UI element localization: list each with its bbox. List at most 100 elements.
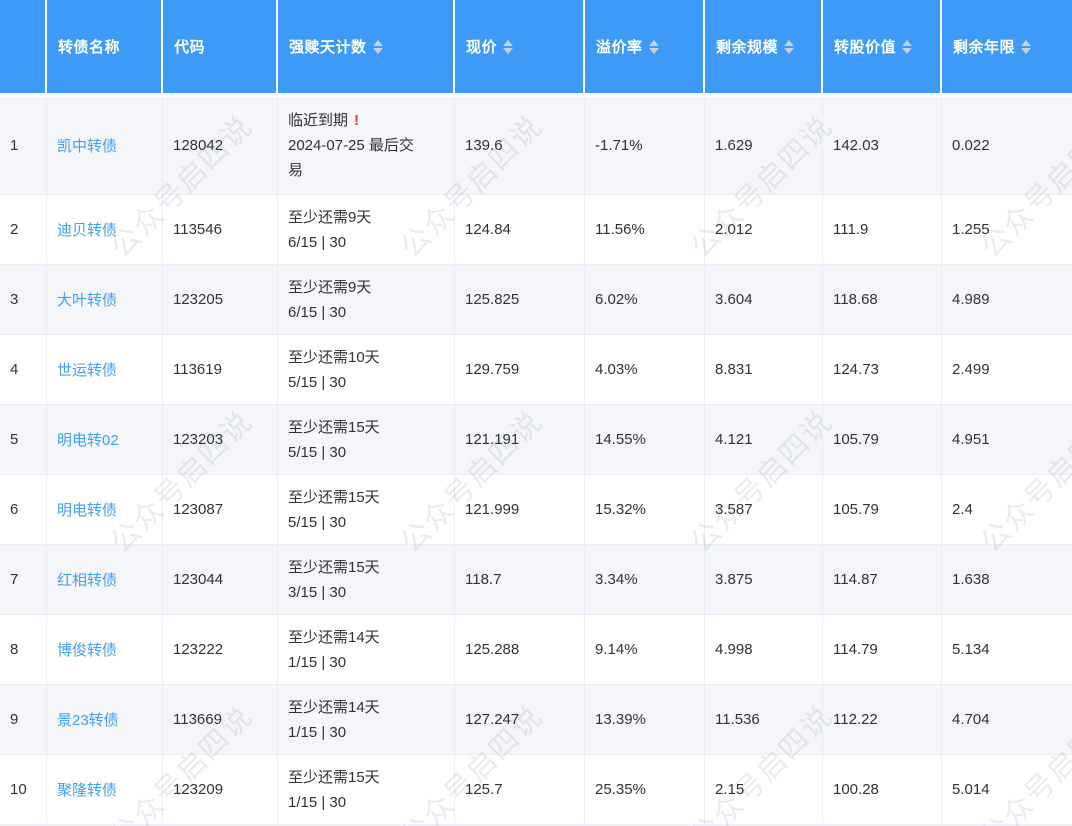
cell-redeem-count: 至少还需15天 5/15 | 30 xyxy=(278,475,455,544)
redeem-status: 至少还需9天 xyxy=(288,208,372,226)
row-index: 3 xyxy=(0,265,47,334)
row-index: 7 xyxy=(0,545,47,614)
sort-caret-icon[interactable] xyxy=(648,39,659,54)
cell-bond-name: 明电转02 xyxy=(47,405,163,474)
bond-name-link[interactable]: 明电转债 xyxy=(57,502,118,519)
cell-bond-code: 123087 xyxy=(163,475,278,544)
cell-conversion-value: 114.79 xyxy=(823,615,942,684)
column-header-value[interactable]: 转股价值 xyxy=(823,0,942,93)
bond-name-link[interactable]: 世运转债 xyxy=(57,362,118,379)
cell-conversion-value: 112.22 xyxy=(823,685,942,754)
cell-bond-code: 113669 xyxy=(163,685,278,754)
cell-price: 121.191 xyxy=(455,405,585,474)
sort-caret-icon[interactable] xyxy=(784,39,795,54)
cell-premium: 3.34% xyxy=(585,545,705,614)
bond-name-link[interactable]: 明电转02 xyxy=(57,432,119,449)
redeem-status: 至少还需15天 xyxy=(288,488,380,506)
cell-redeem-count: 至少还需15天 3/15 | 30 xyxy=(278,545,455,614)
column-header-premium[interactable]: 溢价率 xyxy=(585,0,705,93)
sort-caret-icon[interactable] xyxy=(372,39,383,54)
bond-name-link[interactable]: 红相转债 xyxy=(57,572,118,589)
cell-conversion-value: 111.9 xyxy=(823,195,942,264)
column-header-years-label: 剩余年限 xyxy=(953,39,1016,56)
redeem-detail: 6/15 | 30 xyxy=(288,303,347,321)
cell-size: 1.629 xyxy=(705,97,823,194)
cell-years: 5.014 xyxy=(952,781,990,798)
cell-premium: 15.32% xyxy=(585,475,705,544)
cell-redeem-count: 至少还需10天 5/15 | 30 xyxy=(278,335,455,404)
cell-bond-name: 博俊转债 xyxy=(47,615,163,684)
cell-conversion-value: 105.79 xyxy=(823,405,942,474)
row-index: 10 xyxy=(0,755,47,824)
table-row: 9 景23转债 113669 至少还需14天 1/15 | 30 127.247… xyxy=(0,685,1072,755)
cell-premium: 6.02% xyxy=(585,265,705,334)
column-header-value-label: 转股价值 xyxy=(834,39,897,56)
redeem-status: 至少还需14天 xyxy=(288,698,380,716)
cell-premium: 13.39% xyxy=(585,685,705,754)
cell-bond-name: 大叶转债 xyxy=(47,265,163,334)
bond-name-link[interactable]: 博俊转债 xyxy=(57,642,118,659)
cell-years: 2.499 xyxy=(952,361,990,378)
cell-bond-code: 113619 xyxy=(163,335,278,404)
redeem-detail: 5/15 | 30 xyxy=(288,443,347,461)
cell-years: 5.134 xyxy=(952,641,990,658)
table-row: 8 博俊转债 123222 至少还需14天 1/15 | 30 125.288 … xyxy=(0,615,1072,685)
cell-size: 4.998 xyxy=(705,615,823,684)
cell-price: 125.288 xyxy=(455,615,585,684)
caret-down-icon xyxy=(648,47,659,54)
redeem-status: 至少还需15天 xyxy=(288,768,380,786)
cell-bond-name: 聚隆转债 xyxy=(47,755,163,824)
column-header-price[interactable]: 现价 xyxy=(455,0,585,93)
bond-name-link[interactable]: 凯中转债 xyxy=(57,138,118,155)
cell-conversion-value: 105.79 xyxy=(823,475,942,544)
table-row: 2 迪贝转债 113546 至少还需9天 6/15 | 30 124.84 11… xyxy=(0,195,1072,265)
redeem-detail: 6/15 | 30 xyxy=(288,233,347,251)
cell-redeem-count: 至少还需9天 6/15 | 30 xyxy=(278,265,455,334)
cell-bond-code: 123205 xyxy=(163,265,278,334)
bond-name-link[interactable]: 景23转债 xyxy=(57,712,119,729)
redeem-status: 临近到期! xyxy=(288,108,359,133)
redeem-status: 至少还需14天 xyxy=(288,628,380,646)
cell-bond-name: 凯中转债 xyxy=(47,97,163,194)
bond-name-link[interactable]: 迪贝转债 xyxy=(57,222,118,239)
redeem-detail: 2024-07-25 最后交易 xyxy=(288,137,414,179)
caret-down-icon xyxy=(902,47,913,54)
caret-up-icon xyxy=(648,39,659,46)
cell-price: 124.84 xyxy=(455,195,585,264)
column-header-years[interactable]: 剩余年限 xyxy=(942,0,1072,93)
redeem-status-text: 临近到期 xyxy=(288,112,349,129)
sort-caret-icon[interactable] xyxy=(503,39,514,54)
cell-size: 3.587 xyxy=(705,475,823,544)
redeem-status: 至少还需15天 xyxy=(288,418,380,436)
bond-name-link[interactable]: 聚隆转债 xyxy=(57,782,118,799)
cell-size: 2.012 xyxy=(705,195,823,264)
cell-size: 3.875 xyxy=(705,545,823,614)
cell-years: 4.704 xyxy=(952,711,990,728)
redeem-status: 至少还需9天 xyxy=(288,278,372,296)
cell-redeem-count: 至少还需9天 6/15 | 30 xyxy=(278,195,455,264)
redeem-detail: 1/15 | 30 xyxy=(288,653,347,671)
cell-bond-name: 明电转债 xyxy=(47,475,163,544)
cell-redeem-count: 临近到期! 2024-07-25 最后交易 xyxy=(278,97,455,194)
cell-redeem-count: 至少还需14天 1/15 | 30 xyxy=(278,615,455,684)
cell-bond-code: 123209 xyxy=(163,755,278,824)
column-header-code-label: 代码 xyxy=(174,39,206,56)
cell-years: 0.022 xyxy=(952,137,990,154)
cell-size: 3.604 xyxy=(705,265,823,334)
bond-name-link[interactable]: 大叶转债 xyxy=(57,292,118,309)
column-header-index xyxy=(0,0,47,93)
sort-caret-icon[interactable] xyxy=(1021,39,1032,54)
caret-down-icon xyxy=(503,47,514,54)
cell-years: 2.4 xyxy=(952,501,973,518)
cell-price: 139.6 xyxy=(455,97,585,194)
table-row: 1 凯中转债 128042 临近到期! 2024-07-25 最后交易 139.… xyxy=(0,97,1072,195)
cell-bond-name: 世运转债 xyxy=(47,335,163,404)
column-header-premium-label: 溢价率 xyxy=(596,39,643,56)
caret-up-icon xyxy=(503,39,514,46)
column-header-size[interactable]: 剩余规模 xyxy=(705,0,823,93)
cell-bond-name: 景23转债 xyxy=(47,685,163,754)
sort-caret-icon[interactable] xyxy=(902,39,913,54)
row-index: 8 xyxy=(0,615,47,684)
column-header-redeem[interactable]: 强赎天计数 xyxy=(278,0,455,93)
cell-price: 121.999 xyxy=(455,475,585,544)
